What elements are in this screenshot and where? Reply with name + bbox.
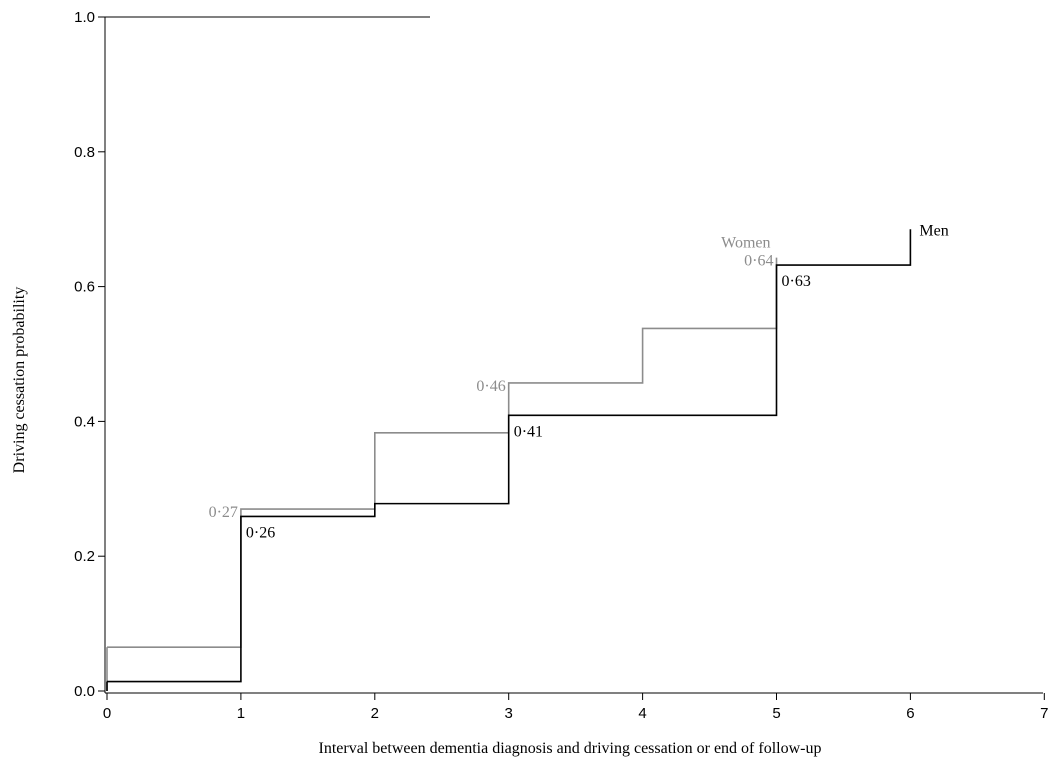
y-tick-label: 0.0	[74, 683, 95, 700]
series-line	[107, 257, 778, 648]
series-name-label: Men	[919, 222, 948, 239]
y-tick-label: 0.8	[74, 144, 95, 161]
y-tick-label: 0.6	[74, 279, 95, 296]
value-label: 0·27	[209, 504, 238, 521]
series-line	[107, 229, 912, 683]
value-label: 0·46	[476, 378, 505, 395]
x-tick-label: 0	[103, 705, 111, 722]
y-tick-label: 0.2	[74, 548, 95, 565]
x-tick-label: 6	[906, 705, 914, 722]
y-tick-label: 0.4	[74, 413, 95, 430]
x-tick-label: 1	[237, 705, 245, 722]
x-tick-label: 4	[638, 705, 646, 722]
series-name-label: Women	[721, 235, 770, 252]
axes	[104, 16, 1043, 694]
x-ticks: 0 1 2 3 4 5 6 7	[103, 693, 1048, 722]
value-label: 0·41	[514, 423, 543, 440]
x-tick-label: 3	[505, 705, 513, 722]
y-ticks: 0.0 0.2 0.4 0.6 0.8 1.0	[74, 9, 105, 700]
x-tick-label: 5	[772, 705, 780, 722]
x-tick-label: 2	[371, 705, 379, 722]
value-label: 0·26	[246, 524, 275, 541]
series-men: 0·26 0·41 0·63 Men	[106, 222, 949, 691]
y-axis-title: Driving cessation probability	[11, 287, 28, 474]
y-tick-label: 1.0	[74, 9, 95, 26]
value-label: 0·64	[744, 253, 773, 270]
x-axis-title: Interval between dementia diagnosis and …	[319, 740, 822, 757]
value-label: 0·63	[782, 273, 811, 290]
x-tick-label: 7	[1040, 705, 1048, 722]
